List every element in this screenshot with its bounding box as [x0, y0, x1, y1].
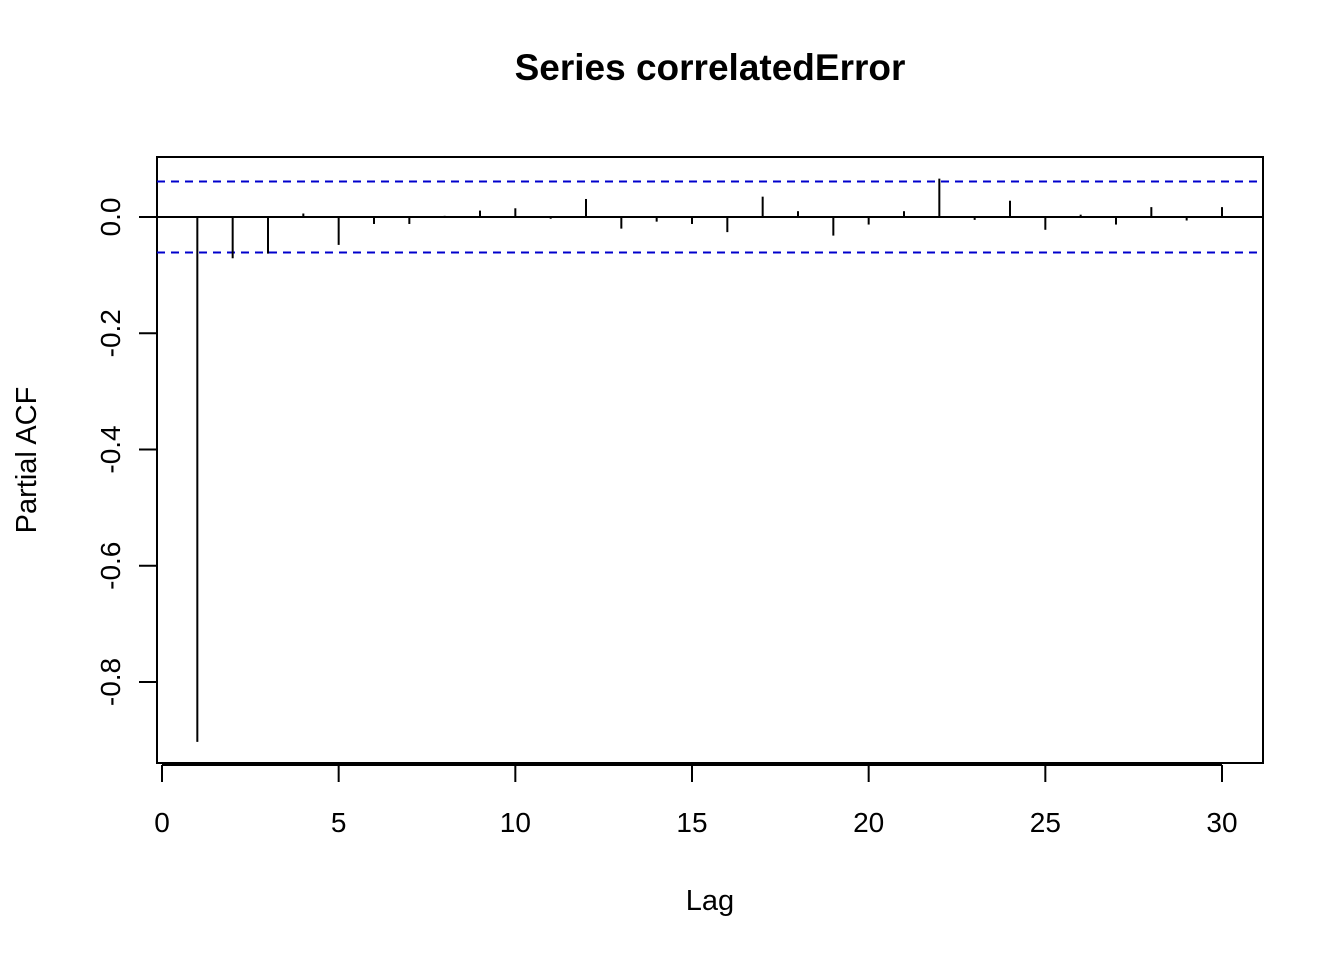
x-tick-label: 5 — [331, 807, 347, 838]
y-tick-label: -0.4 — [95, 425, 126, 473]
x-tick-label: 20 — [853, 807, 884, 838]
chart-title: Series correlatedError — [515, 47, 906, 88]
x-tick-label: 10 — [500, 807, 531, 838]
x-axis: 0 5 10 15 20 25 30 — [154, 764, 1238, 838]
y-tick-label: -0.2 — [95, 309, 126, 357]
x-axis-label: Lag — [686, 885, 734, 917]
pacf-bars — [196, 178, 1223, 742]
plot-frame — [156, 156, 1264, 764]
x-tick-label: 15 — [676, 807, 707, 838]
y-tick-label: 0.0 — [95, 198, 126, 237]
y-axis: 0.0 -0.2 -0.4 -0.6 -0.8 — [95, 198, 158, 706]
x-tick-label: 25 — [1030, 807, 1061, 838]
y-axis-label: Partial ACF — [11, 387, 43, 534]
y-tick-label: -0.8 — [95, 658, 126, 706]
confidence-bounds — [157, 180, 1263, 254]
x-tick-label: 30 — [1206, 807, 1237, 838]
x-tick-label: 0 — [154, 807, 170, 838]
y-tick-label: -0.6 — [95, 542, 126, 590]
